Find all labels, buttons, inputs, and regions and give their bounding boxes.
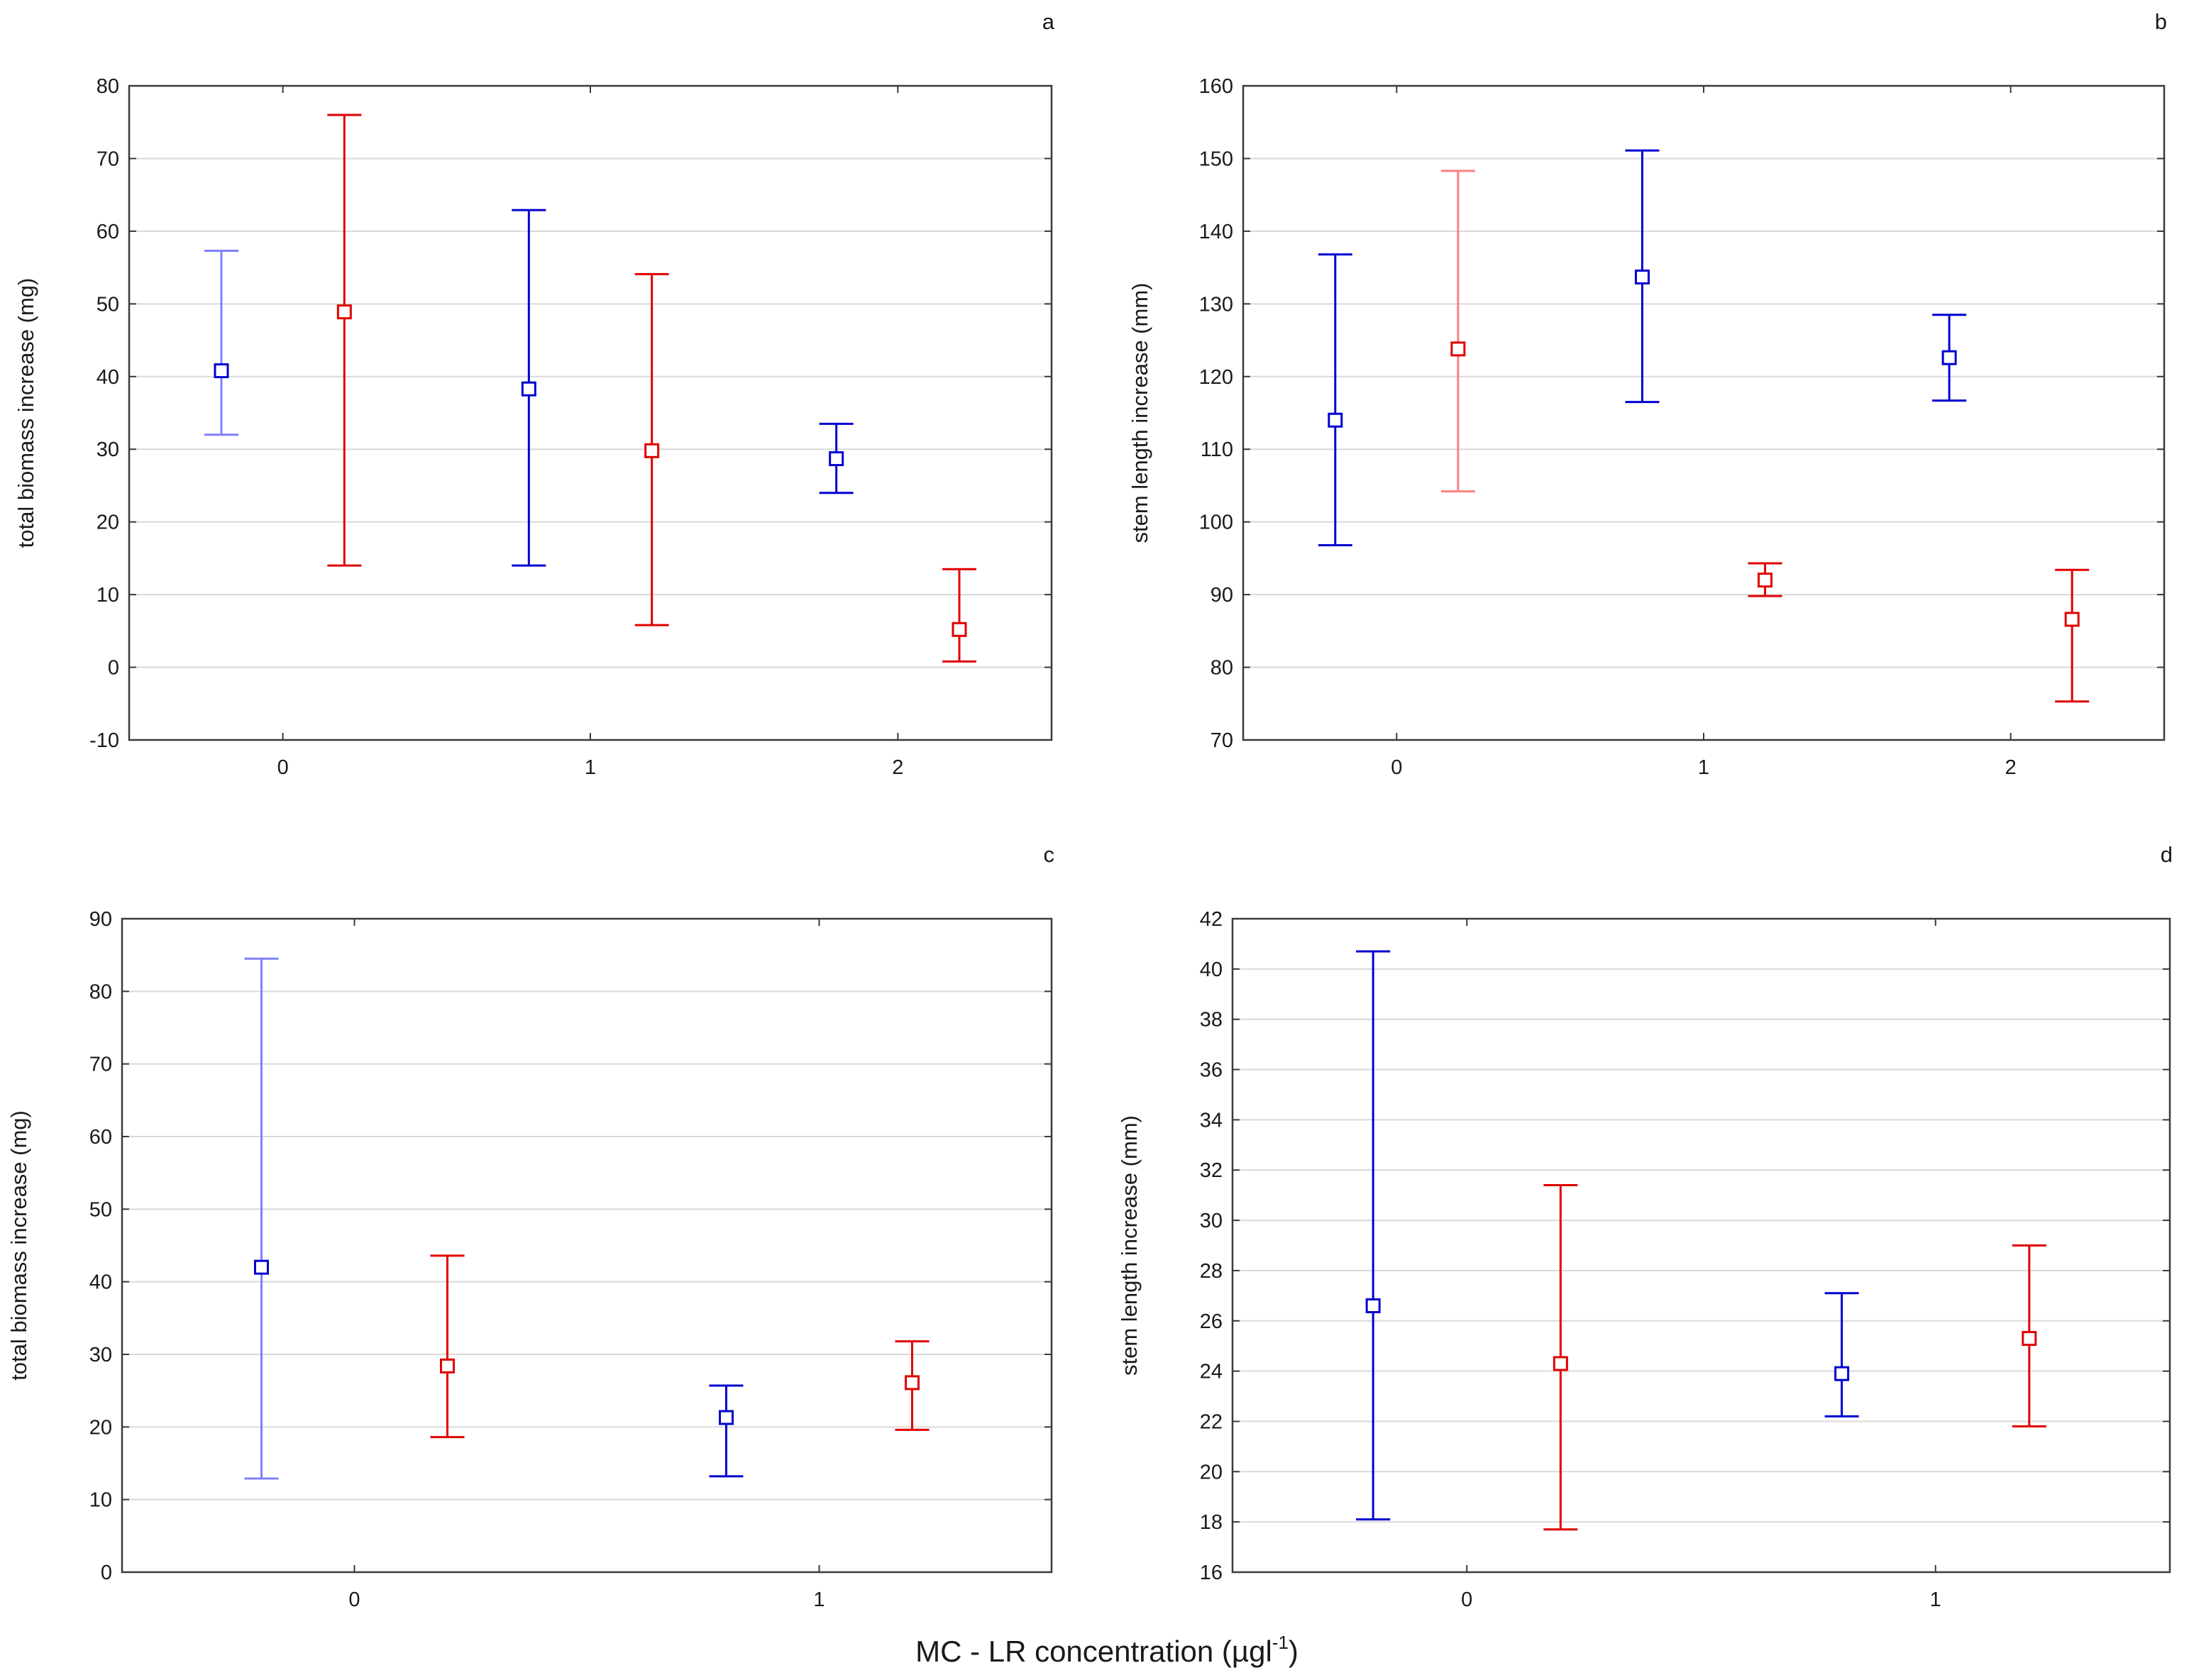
y-tick-label-c-7: 70 — [89, 1054, 112, 1076]
y-tick-label-c-0: 0 — [101, 1562, 112, 1584]
plot-frame-a — [128, 84, 1053, 741]
mean-marker-c-group_a-0 — [254, 1259, 269, 1275]
y-tick-label-d-8: 32 — [1200, 1159, 1223, 1182]
panel-letter-c: c — [1044, 842, 1055, 867]
mean-marker-c-group_b-0 — [440, 1358, 455, 1374]
plot-frame-b — [1242, 84, 2166, 741]
mean-marker-a-group_a-0 — [214, 363, 229, 379]
y-axis-label-b: stem length increase (mm) — [1127, 283, 1152, 543]
chart-panel-a: -10 0 10 20 30 40 50 60 70 80 0 1 2 total biomass inc… — [13, 9, 1055, 779]
y-axis-label-d: stem length increase (mm) — [1117, 1115, 1142, 1376]
y-tick-label-c-3: 30 — [89, 1344, 112, 1366]
y-tick-label-b-9: 160 — [1199, 75, 1233, 98]
y-tick-label-c-5: 50 — [89, 1198, 112, 1221]
mean-marker-a-group_a-1 — [521, 381, 536, 397]
y-tick-label-b-4: 110 — [1201, 438, 1233, 461]
y-tick-label-a-7: 60 — [97, 221, 119, 243]
y-tick-label-d-7: 30 — [1200, 1210, 1223, 1232]
y-tick-label-d-5: 26 — [1200, 1310, 1223, 1333]
y-tick-label-d-4: 24 — [1200, 1361, 1223, 1383]
y-tick-label-a-9: 80 — [97, 75, 119, 98]
y-tick-label-b-5: 120 — [1199, 366, 1233, 389]
y-tick-label-a-0: -10 — [89, 729, 119, 752]
panel-letter-d: d — [2161, 842, 2173, 867]
plot-frame-d — [1231, 917, 2171, 1574]
y-tick-label-c-2: 20 — [89, 1416, 112, 1439]
y-tick-label-c-9: 90 — [89, 908, 112, 931]
y-tick-label-d-3: 22 — [1200, 1410, 1223, 1433]
y-tick-label-d-2: 20 — [1200, 1461, 1223, 1483]
y-tick-label-b-6: 130 — [1199, 293, 1233, 316]
mean-marker-b-group_b-1 — [1758, 573, 1773, 588]
mean-marker-b-group_a-1 — [1634, 269, 1650, 284]
x-tick-label-b-0: 0 — [1391, 756, 1402, 779]
x-tick-label-c-0: 0 — [348, 1588, 360, 1611]
mean-marker-b-group_a-2 — [1941, 350, 1957, 365]
y-tick-label-b-1: 80 — [1211, 657, 1233, 680]
x-tick-label-d-0: 0 — [1461, 1588, 1472, 1611]
y-tick-label-d-6: 28 — [1200, 1260, 1223, 1283]
y-tick-label-b-2: 90 — [1211, 584, 1233, 607]
y-tick-label-a-6: 50 — [97, 293, 119, 316]
y-tick-label-a-4: 30 — [97, 438, 119, 461]
x-tick-label-a-0: 0 — [277, 756, 289, 779]
y-tick-label-c-4: 40 — [89, 1271, 112, 1294]
y-tick-label-d-9: 34 — [1200, 1109, 1223, 1132]
mean-marker-a-group_b-1 — [644, 443, 660, 458]
y-tick-label-d-13: 42 — [1200, 908, 1223, 931]
x-tick-label-a-1: 1 — [585, 756, 596, 779]
panel-letter-b: b — [2155, 9, 2167, 34]
plot-frame-c — [121, 917, 1053, 1574]
mean-marker-a-group_a-2 — [829, 451, 844, 467]
mean-marker-a-group_b-0 — [336, 304, 352, 320]
y-tick-label-d-12: 40 — [1200, 958, 1223, 981]
y-tick-label-d-1: 18 — [1200, 1511, 1223, 1534]
y-tick-label-c-8: 80 — [89, 980, 112, 1003]
mean-marker-b-group_a-0 — [1328, 412, 1343, 428]
mean-marker-c-group_b-1 — [905, 1375, 920, 1391]
y-tick-label-a-3: 20 — [97, 512, 119, 534]
mean-marker-b-group_b-0 — [1450, 341, 1466, 357]
y-tick-label-d-10: 36 — [1200, 1059, 1223, 1082]
x-tick-label-b-1: 1 — [1698, 756, 1709, 779]
y-tick-label-a-8: 70 — [97, 148, 119, 170]
x-axis-title-superscript: -1 — [1272, 1632, 1289, 1653]
y-tick-label-c-1: 10 — [89, 1489, 112, 1512]
y-tick-label-a-2: 10 — [97, 584, 119, 607]
x-tick-label-c-1: 1 — [813, 1588, 825, 1611]
mean-marker-d-group_b-1 — [2022, 1331, 2037, 1347]
y-tick-label-d-0: 16 — [1200, 1562, 1223, 1584]
x-tick-label-a-2: 2 — [892, 756, 903, 779]
y-tick-label-b-7: 140 — [1199, 221, 1233, 243]
chart-panel-b: 70 80 90 100 110 120 130 140 150 160 0 1 2 stem lengt… — [1127, 9, 2167, 779]
mean-marker-d-group_b-0 — [1553, 1356, 1568, 1371]
x-axis-title: MC - LR concentration (µgl-1) — [915, 1632, 1298, 1668]
mean-marker-a-group_b-2 — [952, 621, 967, 637]
y-axis-label-a: total biomass increase (mg) — [13, 278, 38, 548]
mean-marker-b-group_b-2 — [2064, 612, 2080, 627]
mean-marker-d-group_a-1 — [1834, 1366, 1850, 1381]
chart-panel-d: 16 18 20 22 24 26 28 30 32 34 36 38 40 42 0 1 stem lengt… — [1117, 842, 2173, 1611]
y-tick-label-a-1: 0 — [108, 657, 119, 680]
y-tick-label-d-11: 38 — [1200, 1009, 1223, 1032]
chart-panel-c: 0 10 20 30 40 50 60 70 80 90 0 1 total biomass incre… — [6, 842, 1054, 1611]
x-tick-label-b-2: 2 — [2005, 756, 2017, 779]
y-tick-label-c-6: 60 — [89, 1126, 112, 1149]
y-tick-label-b-3: 100 — [1199, 512, 1233, 534]
panel-letter-a: a — [1042, 9, 1055, 34]
mean-marker-d-group_a-0 — [1365, 1298, 1381, 1314]
y-axis-label-c: total biomass increase (mg) — [6, 1110, 31, 1381]
y-tick-label-a-5: 40 — [97, 366, 119, 389]
mean-marker-c-group_a-1 — [719, 1410, 734, 1425]
y-tick-label-b-8: 150 — [1199, 148, 1233, 170]
x-tick-label-d-1: 1 — [1930, 1588, 1941, 1611]
y-tick-label-b-0: 70 — [1211, 729, 1233, 752]
